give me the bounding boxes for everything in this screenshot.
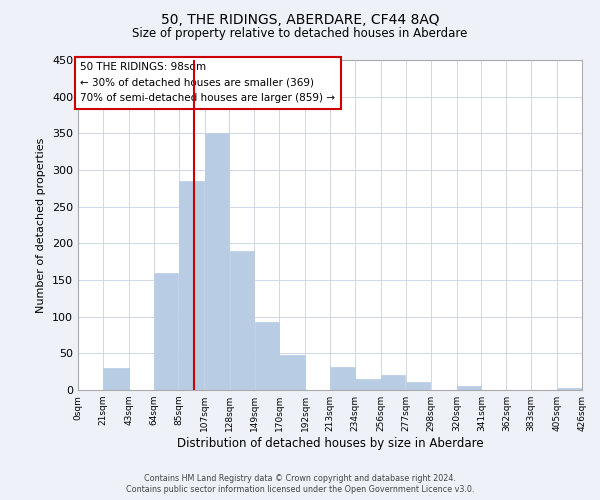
Text: Contains HM Land Registry data © Crown copyright and database right 2024.
Contai: Contains HM Land Registry data © Crown c… — [126, 474, 474, 494]
Bar — [557, 388, 582, 390]
Text: Size of property relative to detached houses in Aberdare: Size of property relative to detached ho… — [133, 28, 467, 40]
Text: 50 THE RIDINGS: 98sqm
← 30% of detached houses are smaller (369)
70% of semi-det: 50 THE RIDINGS: 98sqm ← 30% of detached … — [80, 62, 335, 104]
Bar — [254, 322, 279, 390]
Y-axis label: Number of detached properties: Number of detached properties — [37, 138, 46, 312]
Bar — [457, 386, 481, 390]
X-axis label: Distribution of detached houses by size in Aberdare: Distribution of detached houses by size … — [176, 437, 484, 450]
Bar — [406, 382, 430, 390]
Bar — [205, 134, 229, 390]
Bar — [154, 272, 178, 390]
Bar — [179, 181, 204, 390]
Bar — [355, 379, 380, 390]
Bar — [103, 368, 128, 390]
Text: 50, THE RIDINGS, ABERDARE, CF44 8AQ: 50, THE RIDINGS, ABERDARE, CF44 8AQ — [161, 12, 439, 26]
Bar — [381, 376, 406, 390]
Bar — [330, 366, 355, 390]
Bar — [280, 355, 305, 390]
Bar — [230, 250, 254, 390]
